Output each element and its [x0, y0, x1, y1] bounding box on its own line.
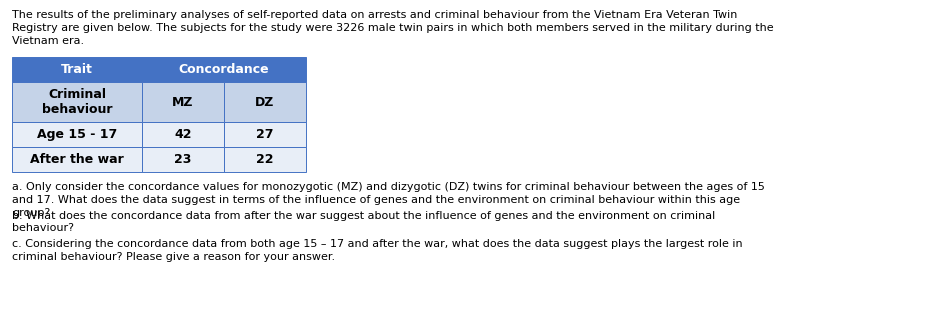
Bar	[224, 122, 306, 147]
Bar	[224, 82, 306, 122]
Bar	[12, 57, 142, 82]
Bar	[12, 147, 142, 172]
Bar	[12, 122, 142, 147]
Text: 22: 22	[256, 153, 274, 166]
Text: MZ: MZ	[173, 95, 194, 108]
Text: b. What does the concordance data from after the war suggest about the influence: b. What does the concordance data from a…	[12, 210, 716, 233]
Text: Criminal
behaviour: Criminal behaviour	[42, 88, 113, 116]
Bar	[142, 122, 224, 147]
Text: 42: 42	[174, 128, 191, 141]
Text: The results of the preliminary analyses of self-reported data on arrests and cri: The results of the preliminary analyses …	[12, 10, 774, 46]
Text: After the war: After the war	[30, 153, 124, 166]
Bar	[12, 82, 142, 122]
Text: Concordance: Concordance	[178, 63, 269, 76]
Text: c. Considering the concordance data from both age 15 – 17 and after the war, wha: c. Considering the concordance data from…	[12, 239, 743, 262]
Bar	[142, 82, 224, 122]
Bar	[142, 57, 306, 82]
Text: a. Only consider the concordance values for monozygotic (MZ) and dizygotic (DZ) : a. Only consider the concordance values …	[12, 182, 764, 217]
Text: DZ: DZ	[255, 95, 275, 108]
Text: 23: 23	[174, 153, 191, 166]
Bar	[224, 147, 306, 172]
Bar	[142, 147, 224, 172]
Text: Trait: Trait	[61, 63, 93, 76]
Text: Age 15 - 17: Age 15 - 17	[37, 128, 117, 141]
Text: 27: 27	[256, 128, 274, 141]
